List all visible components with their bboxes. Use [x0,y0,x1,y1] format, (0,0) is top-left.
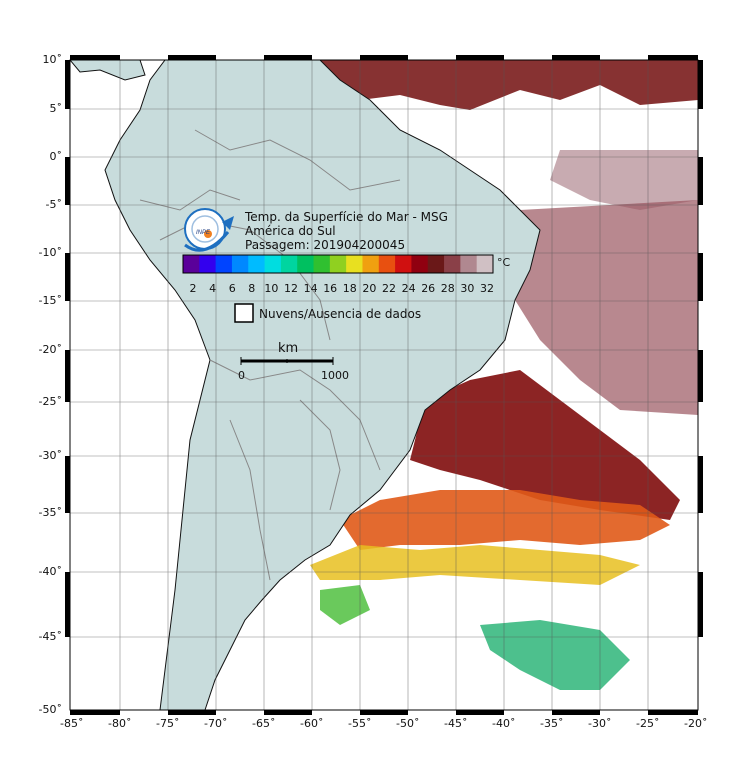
latitude-label: 10˚ [42,53,63,66]
sst-green-south [480,620,630,690]
colorbar-outline [182,254,494,274]
latitude-label: -20˚ [38,343,62,356]
scalebar-unit: km [278,341,299,356]
colorbar-tick-label: 32 [480,282,494,295]
sst-east-pale [515,200,698,415]
no-data-label: Nuvens/Ausencia de dados [259,307,422,321]
sst-warm-south-brazil [410,370,680,520]
longitude-label: -65˚ [252,717,276,730]
colorbar-swatch [313,255,331,273]
colorbar-swatch [460,255,478,273]
colorbar-swatch [297,255,315,273]
colorbar-tick-label: 8 [248,282,256,295]
longitude-label: -80˚ [108,717,132,730]
latitude-label: -40˚ [38,565,62,578]
colorbar-unit: °C [497,256,511,269]
colorbar-tick-label: 6 [228,282,236,295]
colorbar-swatch [427,255,445,273]
central-america-land [70,60,146,81]
colorbar-swatch [444,255,461,273]
latitude-label: -45˚ [38,630,62,643]
graticule [70,60,698,710]
scalebar-end: 1000 [321,369,349,382]
map-region: América do Sul [245,224,336,238]
colorbar-swatch [248,255,266,273]
map-frame-border [65,55,703,715]
colorbar-tick-label: 4 [209,282,217,295]
colorbar-tick-label: 24 [401,282,416,295]
latitude-label: -15˚ [38,294,62,307]
colorbar-swatch [264,255,282,273]
colorbar-swatch [346,255,363,273]
colorbar-swatch [280,255,298,273]
colorbar-tick-label: 30 [460,282,475,295]
colorbar-swatch [476,255,494,273]
latitude-label: -10˚ [38,246,62,259]
longitude-label: -85˚ [60,717,84,730]
colorbar-swatch [329,255,347,273]
colorbar-tick-label: 18 [342,282,357,295]
longitude-label: -50˚ [396,717,420,730]
colorbar-tick-label: 28 [440,282,455,295]
latitude-label: 0˚ [49,150,63,163]
sst-green-sw [320,585,370,625]
inpe-logo-text: INPE [196,230,211,236]
colorbar-tick-label: 2 [189,282,197,295]
colorbar-swatch [199,255,217,273]
longitude-label: -30˚ [588,717,612,730]
colorbar-swatch [411,255,429,273]
inpe-logo: INPE [184,208,234,252]
longitude-label: -55˚ [348,717,372,730]
colorbar-tick-label: 22 [382,282,396,295]
colorbar-tick-label: 26 [421,282,436,295]
colorbar-tick-label: 10 [264,282,279,295]
colorbar-swatch [362,255,380,273]
latitude-label: 5˚ [49,102,63,115]
longitude-label: -45˚ [444,717,468,730]
latitude-label: -35˚ [38,506,62,519]
sst-mid-band [340,490,670,550]
longitude-label: -60˚ [300,717,324,730]
colorbar-swatch [395,255,412,273]
longitude-label: -40˚ [492,717,516,730]
longitude-label: -75˚ [156,717,180,730]
map-title: Temp. da Superfície do Mar - MSG [245,210,448,224]
colorbar-tick-label: 16 [323,282,338,295]
colorbar-swatch [378,255,396,273]
latitude-label: -25˚ [38,395,62,408]
longitude-label: -35˚ [540,717,564,730]
map-pass-time: Passagem: 201904200045 [245,238,406,252]
latitude-label: -50˚ [38,703,62,716]
no-data-swatch [234,303,254,323]
longitude-label: -20˚ [684,717,708,730]
scalebar-start: 0 [238,369,245,382]
colorbar [182,254,494,274]
colorbar-tick-label: 12 [284,282,298,295]
colorbar-swatch [231,255,249,273]
sst-yellow-band [310,545,640,585]
colorbar-swatch [183,255,200,273]
latitude-label: -30˚ [38,449,62,462]
scale-bar [240,357,334,365]
colorbar-tick-label: 20 [362,282,377,295]
longitude-label: -70˚ [204,717,228,730]
sst-warm-north [320,60,698,110]
colorbar-tick-label: 14 [303,282,318,295]
latitude-label: -5˚ [45,198,62,211]
sst-north-pale [550,150,698,210]
colorbar-swatch [215,255,233,273]
longitude-label: -25˚ [636,717,660,730]
sst-field [310,60,698,690]
